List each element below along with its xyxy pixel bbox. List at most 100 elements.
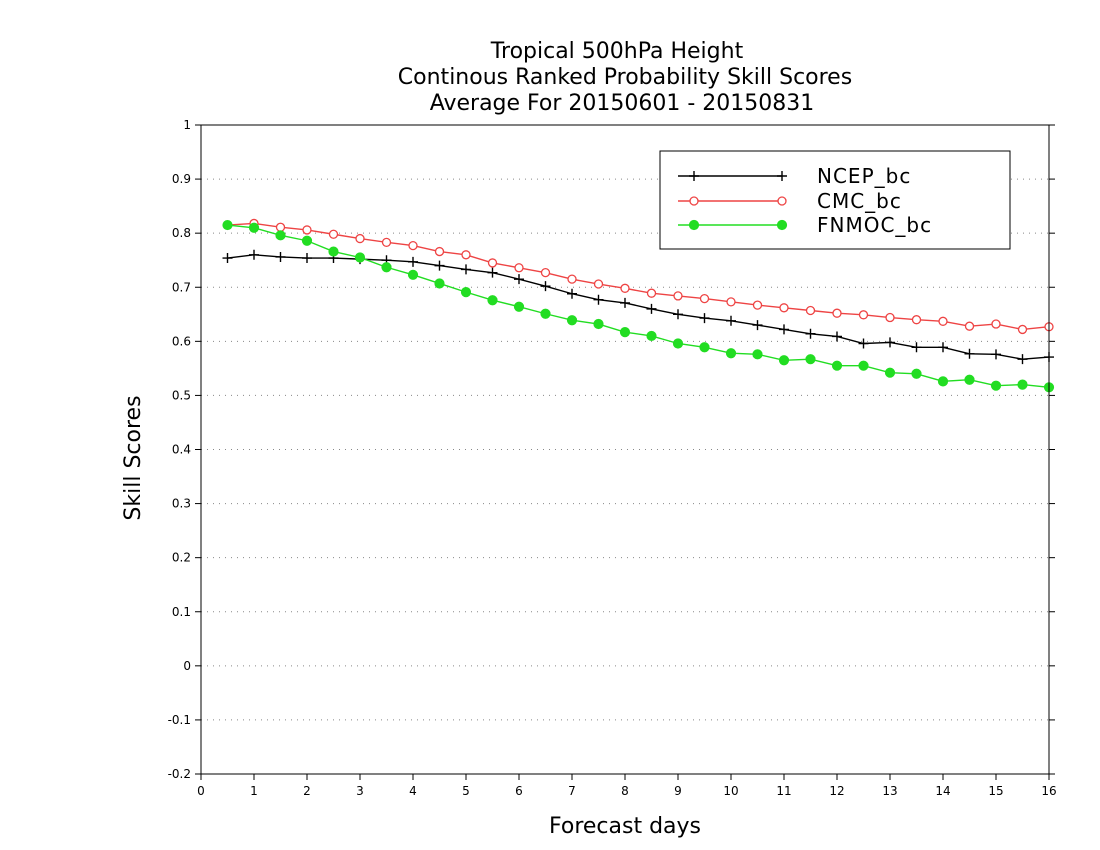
data-point (222, 253, 233, 264)
x-tick-label: 6 (515, 784, 523, 798)
x-tick-label: 14 (935, 784, 950, 798)
data-point (778, 355, 790, 366)
legend-box (659, 150, 1011, 250)
data-point (593, 279, 604, 289)
data-point (407, 269, 419, 280)
legend-marker (776, 219, 788, 231)
data-point (911, 315, 922, 325)
data-point (513, 301, 525, 312)
data-point (990, 380, 1002, 391)
data-point (699, 342, 710, 353)
x-axis-label: Forecast days (549, 814, 701, 839)
series-FNMOC_bc (222, 219, 1055, 393)
y-tick-label: 0.5 (172, 388, 191, 402)
series-line (227, 254, 1050, 360)
title-line-3: Average For 20150601 - 20150831 (430, 91, 815, 116)
data-point (937, 376, 949, 387)
data-point (964, 321, 975, 331)
legend-marker (689, 196, 699, 206)
data-point (805, 328, 816, 339)
x-tick-label: 7 (568, 784, 576, 798)
data-point (885, 337, 895, 348)
data-point (1017, 324, 1028, 335)
data-point (408, 256, 418, 267)
x-tick-label: 0 (197, 784, 205, 798)
legend-label: NCEP_bc (817, 164, 911, 188)
data-point (381, 262, 392, 273)
data-point (832, 331, 842, 342)
data-point (726, 297, 736, 307)
x-tick-label: 2 (303, 784, 311, 798)
data-point (434, 246, 445, 257)
data-point (885, 312, 895, 323)
title-line-2: Continous Ranked Probability Skill Score… (398, 65, 852, 90)
data-point (673, 291, 683, 301)
data-point (1017, 354, 1028, 365)
data-point (381, 237, 392, 248)
data-point (302, 253, 312, 264)
legend-item: NCEP_bc (678, 164, 911, 188)
data-point (328, 229, 339, 239)
data-point (646, 288, 657, 298)
data-point (911, 368, 922, 379)
data-point (487, 295, 498, 306)
data-point (593, 294, 604, 305)
data-point (858, 310, 869, 320)
data-point (540, 267, 551, 278)
legend-marker (688, 219, 700, 231)
x-tick-label: 13 (882, 784, 897, 798)
data-point (964, 348, 975, 359)
legend-item: FNMOC_bc (678, 213, 931, 237)
data-point (487, 258, 498, 268)
x-tick-label: 9 (674, 784, 682, 798)
legend-item: CMC_bc (678, 189, 902, 213)
y-tick-label: 0.3 (172, 497, 191, 511)
data-point (1017, 379, 1028, 390)
data-point (248, 222, 260, 233)
data-point (646, 303, 657, 314)
data-point (461, 250, 471, 260)
data-point (805, 305, 816, 316)
series-layer (222, 218, 1055, 393)
data-point (991, 349, 1001, 360)
y-tick-label: 0.1 (172, 605, 191, 619)
data-point (620, 297, 630, 308)
title-line-1: Tropical 500hPa Height (490, 39, 744, 64)
data-point (805, 354, 816, 365)
data-point (275, 222, 286, 232)
legend-marker (777, 196, 787, 206)
x-tick-label: 11 (776, 784, 791, 798)
data-point (938, 342, 948, 353)
legend-label: CMC_bc (817, 189, 902, 213)
data-point (779, 324, 789, 335)
series-NCEP_bc (222, 249, 1054, 365)
data-point (831, 360, 843, 371)
x-axis: 0 1 2 3 4 5 6 7 8 9 10 11 12 13 14 15 16 (197, 774, 1057, 798)
data-point (991, 319, 1001, 329)
y-tick-label: 0.7 (172, 280, 191, 294)
data-point (487, 267, 498, 278)
x-tick-label: 4 (409, 784, 417, 798)
y-tick-label: 0.6 (172, 334, 191, 348)
data-point (434, 260, 445, 271)
data-point (964, 374, 975, 385)
data-point (858, 360, 869, 371)
data-point (673, 309, 683, 320)
data-point (222, 219, 233, 231)
data-point (725, 348, 737, 359)
y-axis: -0.2 -0.1 0 0.1 0.2 0.3 0.4 0.5 0.6 0.7 0.8 0.9 1 (168, 118, 1055, 781)
data-point (302, 225, 312, 235)
data-point (752, 349, 763, 360)
data-point (593, 318, 604, 330)
data-point (911, 342, 922, 353)
x-tick-label: 5 (462, 784, 470, 798)
data-point (567, 288, 577, 299)
data-point (249, 249, 259, 260)
data-point (461, 264, 471, 275)
data-point (646, 330, 657, 342)
data-point (354, 252, 366, 263)
y-tick-label: 0.4 (172, 443, 191, 457)
data-point (779, 303, 789, 313)
x-tick-label: 1 (250, 784, 258, 798)
